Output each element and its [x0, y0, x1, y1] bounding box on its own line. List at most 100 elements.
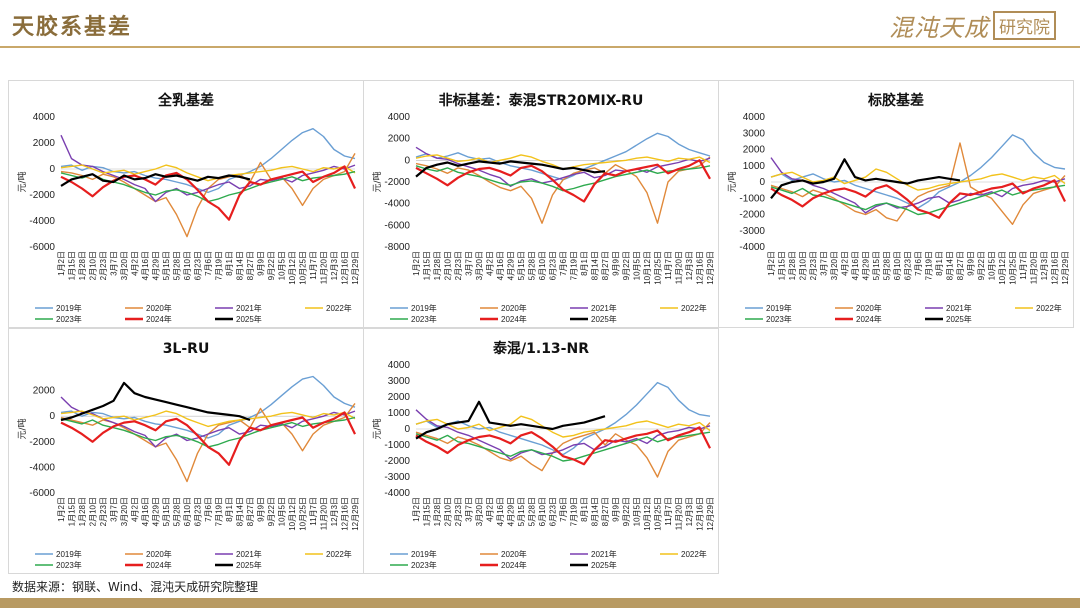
- x-tick-label: 3月20日: [475, 251, 484, 280]
- y-tick-label: -3000: [739, 226, 765, 237]
- x-tick-label: 10月5日: [278, 497, 287, 526]
- chart-title: 全乳基差: [157, 92, 214, 109]
- y-tick-label: 1000: [743, 161, 766, 172]
- legend-label: 2022年: [681, 549, 707, 559]
- x-tick-label: 11月20日: [320, 497, 329, 530]
- x-tick-label: 12月16日: [696, 497, 705, 531]
- y-axis-label: 元/吨: [371, 171, 383, 192]
- x-tick-label: 2月10日: [89, 251, 98, 280]
- x-tick-label: 1月28日: [788, 251, 797, 280]
- legend-label: 2024年: [856, 314, 882, 324]
- x-tick-label: 6月23日: [904, 251, 913, 280]
- legend-label: 2020年: [501, 303, 527, 313]
- legend-label: 2023年: [56, 560, 82, 570]
- x-tick-label: 9月9日: [612, 497, 621, 522]
- x-tick-label: 4月29日: [152, 497, 161, 526]
- x-tick-label: 9月22日: [267, 497, 276, 526]
- chart-title: 3L-RU: [163, 341, 210, 357]
- x-tick-label: 4月16日: [141, 251, 150, 280]
- x-tick-label: 4月2日: [841, 251, 850, 276]
- legend-label: 2019年: [411, 549, 437, 559]
- series-line-2024: [415, 159, 711, 203]
- x-tick-label: 10月12日: [998, 251, 1007, 285]
- x-tick-label: 7月6日: [559, 497, 568, 522]
- x-tick-label: 12月29日: [1061, 251, 1070, 285]
- x-tick-label: 7月6日: [914, 251, 923, 276]
- x-tick-label: 10月5日: [278, 251, 287, 280]
- y-tick-label: 0: [759, 177, 765, 188]
- y-tick-label: -2000: [739, 210, 765, 221]
- y-tick-label: -2000: [384, 177, 410, 188]
- y-tick-label: -8000: [384, 242, 410, 253]
- chart-taihun: 泰混/1.13-NR 元/吨 4000 3000 2000 1000 0 -1000 -2000…: [371, 340, 715, 570]
- x-tick-label: 10月25日: [299, 251, 308, 285]
- x-tick-label: 11月7日: [309, 251, 318, 280]
- series-line-2019: [60, 375, 356, 439]
- x-tick-label: 5月28日: [528, 251, 537, 280]
- x-tick-label: 4月29日: [507, 251, 516, 280]
- x-tick-label: 12月29日: [706, 251, 715, 285]
- x-tick-label: 10月12日: [288, 497, 297, 531]
- x-tick-label: 11月7日: [309, 497, 318, 526]
- y-tick-label: 2000: [388, 392, 411, 403]
- x-tick-label: 6月10日: [893, 251, 902, 280]
- x-tick-label: 1月28日: [78, 251, 87, 280]
- x-tick-label: 5月28日: [173, 497, 182, 526]
- legend-label: 2019年: [56, 549, 82, 559]
- x-tick-label: 11月20日: [675, 497, 684, 530]
- y-tick-label: 2000: [388, 134, 411, 145]
- legend-label: 2025年: [236, 314, 262, 324]
- series-line-2021: [415, 409, 711, 461]
- chart-feibiao: 非标基差：泰混STR20MIX-RU 元/吨 4000 2000 0 -2000 -4000…: [371, 92, 715, 324]
- x-tick-label: 8月1日: [935, 251, 944, 276]
- x-tick-label: 2月23日: [454, 497, 463, 526]
- legend-label: 2022年: [681, 303, 707, 313]
- y-tick-label: 3000: [388, 376, 411, 387]
- legend-label: 2022年: [326, 549, 352, 559]
- y-tick-label: -6000: [384, 220, 410, 231]
- series-line-2025: [415, 400, 606, 440]
- x-tick-label: 1月2日: [57, 251, 66, 276]
- y-tick-label: 4000: [743, 112, 766, 123]
- x-tick-label: 3月7日: [110, 497, 119, 522]
- x-tick-label: 1月28日: [433, 251, 442, 280]
- x-tick-label: 1月2日: [57, 497, 66, 522]
- x-tick-label: 9月9日: [257, 497, 266, 522]
- x-tick-label: 9月22日: [977, 251, 986, 280]
- legend-label: 2021年: [591, 549, 617, 559]
- x-tick-label: 7月19日: [215, 497, 224, 526]
- series-line-2025: [60, 173, 251, 187]
- x-tick-label: 10月5日: [633, 497, 642, 526]
- x-tick-label: 4月2日: [486, 251, 495, 276]
- y-tick-label: -4000: [384, 488, 410, 499]
- x-tick-label: 11月20日: [320, 251, 329, 284]
- x-tick-label: 2月10日: [444, 497, 453, 526]
- y-tick-label: 2000: [743, 145, 766, 156]
- x-tick-label: 12月3日: [1040, 251, 1049, 280]
- y-tick-label: 4000: [388, 112, 411, 123]
- x-tick-label: 12月16日: [696, 251, 705, 285]
- y-tick-label: 4000: [388, 360, 411, 371]
- x-tick-label: 5月15日: [872, 251, 881, 280]
- header-rule: [0, 46, 1080, 48]
- legend-label: 2023年: [411, 314, 437, 324]
- x-tick-label: 1月15日: [423, 251, 432, 280]
- y-tick-label: 0: [49, 411, 55, 422]
- x-tick-label: 10月5日: [988, 251, 997, 280]
- y-tick-label: -2000: [29, 437, 55, 448]
- page-header: 天胶系基差 混沌天成 研究院: [0, 0, 1080, 48]
- logo-text: 混沌天成: [889, 14, 989, 42]
- logo: 混沌天成 研究院: [889, 8, 1056, 43]
- x-tick-label: 12月3日: [330, 251, 339, 280]
- chart-title: 非标基差：泰混STR20MIX-RU: [439, 92, 644, 109]
- source-note: 数据来源：钢联、Wind、混沌天成研究院整理: [12, 580, 259, 594]
- x-tick-label: 4月29日: [507, 497, 516, 526]
- legend-label: 2022年: [326, 303, 352, 313]
- series-line-2024: [60, 411, 356, 466]
- legend-label: 2023年: [411, 560, 437, 570]
- legend-label: 2024年: [501, 314, 527, 324]
- x-tick-label: 3月20日: [120, 251, 129, 280]
- series-line-2019: [415, 381, 711, 456]
- series-line-2024: [415, 426, 711, 466]
- x-tick-label: 8月1日: [580, 497, 589, 522]
